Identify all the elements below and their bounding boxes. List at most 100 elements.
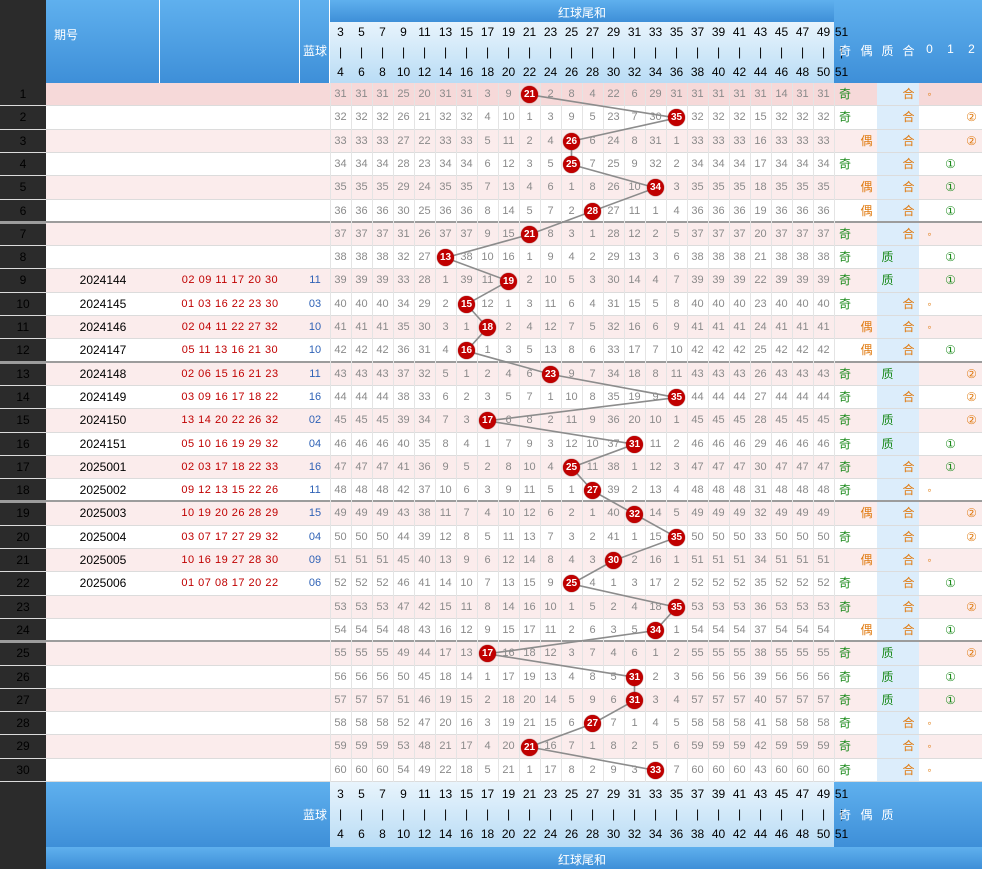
miss-cell: 12: [439, 530, 452, 543]
miss-cell: 8: [484, 600, 491, 613]
miss-cell: 32: [733, 111, 746, 124]
sum-col-bottom-label: 40: [711, 65, 726, 79]
miss-cell: 37: [691, 227, 704, 240]
prime-composite-mark: 质: [881, 646, 894, 661]
miss-cell: 45: [817, 414, 830, 427]
sum-col-bottom-label: 48: [795, 65, 810, 79]
miss-cell: 58: [712, 717, 725, 730]
miss-cell: 43: [418, 623, 431, 636]
miss-cell: 1: [589, 507, 596, 520]
miss-cell: 34: [754, 554, 767, 566]
miss-cell: 9: [505, 88, 512, 100]
remainder-mark: ②: [966, 646, 977, 661]
miss-cell: 40: [355, 297, 368, 310]
miss-cell: 6: [547, 507, 554, 520]
miss-cell: 43: [754, 763, 767, 776]
miss-cell: 52: [733, 577, 746, 590]
right-col-label: 合: [902, 44, 915, 58]
miss-cell: 6: [673, 251, 680, 264]
row-index: 16: [16, 436, 30, 451]
miss-cell: 31: [649, 134, 662, 147]
sum-col-top-label: 19: [501, 25, 516, 39]
miss-cell: 42: [754, 740, 767, 753]
miss-cell: 9: [547, 251, 554, 264]
sum-col-bottom-label: 8: [379, 827, 386, 841]
miss-cell: 12: [481, 297, 494, 310]
row-blue-ball: 11: [309, 484, 321, 497]
miss-cell: 14: [544, 693, 557, 706]
sum-col-bottom-label: 16: [459, 827, 474, 841]
miss-cell: 12: [502, 157, 515, 170]
row-index: 1: [19, 87, 27, 101]
row-index: 12: [16, 343, 30, 358]
row-red-balls: 05 11 13 16 21 30: [181, 344, 279, 357]
miss-cell: 49: [397, 647, 410, 660]
col-gridline: [477, 83, 478, 782]
miss-cell: 20: [418, 88, 431, 100]
miss-cell: 46: [418, 693, 431, 706]
miss-cell: 13: [523, 530, 536, 543]
row-divider: [0, 617, 982, 619]
right-band: [877, 269, 919, 293]
miss-cell: 47: [796, 460, 809, 473]
miss-cell: 3: [484, 484, 491, 497]
odd-even-mark: 奇: [838, 739, 851, 754]
row-index: 3: [19, 133, 27, 148]
remainder-mark: ◦: [927, 553, 932, 567]
footer-sum-columns: [330, 782, 834, 847]
sum-ball: 28: [584, 202, 601, 220]
miss-cell: 11: [460, 600, 473, 613]
miss-cell: 47: [355, 460, 368, 473]
miss-cell: 48: [817, 484, 830, 497]
row-red-balls: 10 16 19 27 28 30: [181, 554, 279, 566]
table-header: 期号 蓝球 红球尾和 3 | 4 5 | 6 7 | 8 9 | 10 11 | 12 13 | 14 15 | 16 1…: [0, 0, 982, 83]
miss-cell: 2: [484, 693, 491, 706]
miss-cell: 42: [418, 600, 431, 613]
sum-col-top-label: 49: [816, 25, 831, 39]
odd-even-mark: 奇: [838, 529, 851, 544]
row-issue: 2024147: [79, 343, 127, 358]
miss-cell: 53: [712, 600, 725, 613]
miss-cell: 13: [544, 670, 557, 683]
miss-cell: 57: [691, 693, 704, 706]
miss-cell: 11: [544, 297, 557, 310]
miss-cell: 34: [691, 157, 704, 170]
miss-cell: 57: [817, 693, 830, 706]
miss-cell: 9: [568, 111, 575, 124]
miss-cell: 48: [775, 484, 788, 497]
row-blue-ball: 16: [308, 390, 322, 403]
miss-cell: 34: [376, 157, 389, 170]
miss-cell: 8: [652, 367, 659, 380]
col-gridline: [813, 83, 814, 782]
miss-cell: 37: [796, 227, 809, 240]
row-index: 13: [16, 366, 30, 381]
col-gridline: [582, 83, 583, 782]
table-row: [46, 385, 982, 410]
table-footer: 蓝球 红球尾和 3 | 4 5 | 6 7 | 8 9 | 10 11 | 12 13 | 14 15 | 16 17 | 1…: [0, 782, 982, 869]
miss-cell: 7: [673, 763, 680, 776]
sum-col-divider: |: [527, 807, 532, 821]
prime-composite-mark: 合: [902, 156, 915, 171]
miss-cell: 42: [796, 344, 809, 357]
sum-ball: 35: [668, 528, 685, 546]
miss-cell: 44: [397, 530, 410, 543]
odd-even-mark: 奇: [838, 459, 851, 474]
miss-cell: 13: [439, 554, 452, 566]
miss-cell: 42: [376, 344, 389, 357]
sum-ball: 18: [479, 319, 496, 337]
miss-cell: 8: [547, 554, 554, 566]
left-dark-strip: [0, 0, 46, 869]
miss-cell: 44: [376, 390, 389, 403]
miss-cell: 45: [334, 414, 347, 427]
odd-even-mark: 奇: [838, 413, 851, 428]
sum-col-top-label: 39: [711, 787, 726, 801]
miss-cell: 4: [526, 321, 533, 333]
col-gridline: [519, 83, 520, 782]
miss-cell: 5: [673, 717, 680, 730]
miss-cell: 33: [733, 134, 746, 147]
miss-cell: 2: [547, 414, 554, 427]
miss-cell: 6: [568, 297, 575, 310]
miss-cell: 54: [355, 623, 368, 636]
sum-ball: 17: [479, 645, 496, 663]
miss-cell: 60: [376, 763, 389, 776]
